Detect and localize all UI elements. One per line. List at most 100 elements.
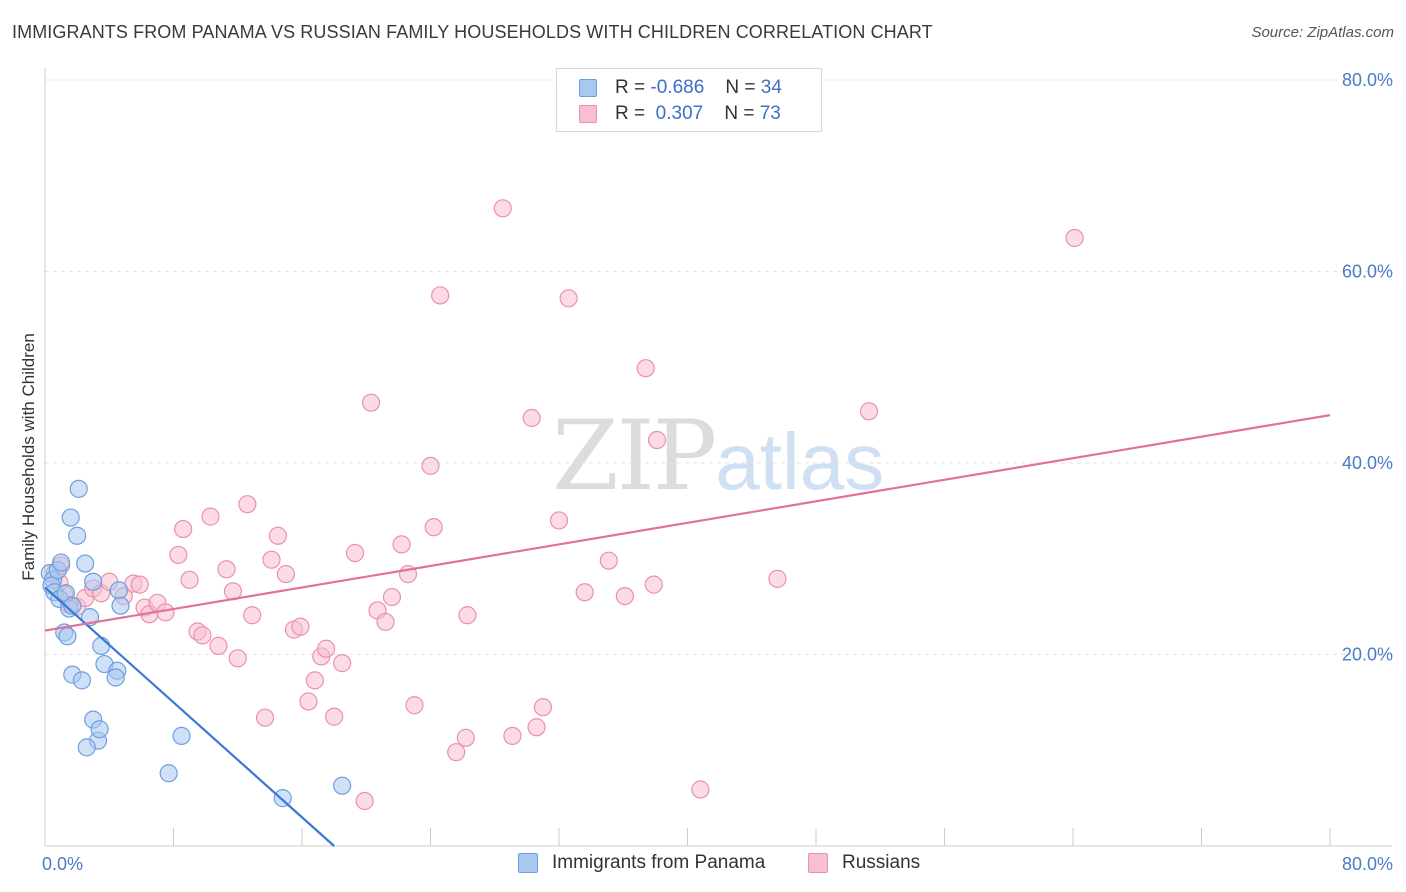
y-axis-label: Family Households with Children <box>19 333 38 581</box>
russian-point <box>345 543 365 563</box>
russian-point <box>458 606 477 625</box>
russian-point <box>262 550 281 569</box>
legend-r-label: R = <box>615 103 646 124</box>
panama-point <box>72 671 92 690</box>
russian-point <box>316 639 336 658</box>
panama-point <box>92 636 111 655</box>
russian-point <box>382 587 402 607</box>
russian-point <box>859 402 879 421</box>
russian-point <box>180 570 199 589</box>
russian-point <box>527 718 546 737</box>
bottom-legend-label-panama: Immigrants from Panama <box>552 852 766 873</box>
russian-point <box>522 408 541 428</box>
grid-lines <box>45 79 1392 655</box>
russian-point <box>768 569 787 588</box>
russian-point <box>376 612 395 632</box>
russian-point <box>431 286 450 305</box>
panama-point <box>106 668 125 687</box>
bottom-legend-label-russians: Russians <box>842 852 921 873</box>
russian-point <box>533 698 553 717</box>
legend-swatch-russians <box>579 105 597 123</box>
trend-lines <box>44 414 1331 847</box>
russian-point <box>169 545 188 565</box>
russian-point <box>325 707 344 726</box>
panama-point <box>84 572 103 591</box>
russian-point <box>575 583 594 602</box>
russian-point <box>424 518 443 537</box>
legend-r-value: -0.686 <box>650 77 705 98</box>
russian-point <box>299 692 318 711</box>
russian-point <box>201 507 220 526</box>
russian-point <box>238 495 257 514</box>
panama-trend-line <box>44 586 335 847</box>
zipatlas-watermark: ZIPatlas <box>552 400 884 512</box>
russian-point <box>333 654 352 673</box>
stats-legend: R = -0.686 N = 34 R = 0.307 N = 73 <box>556 68 822 132</box>
russian-point <box>355 791 374 811</box>
panama-point <box>111 596 130 615</box>
russian-point <box>228 649 247 668</box>
legend-n-label: N = <box>725 77 756 98</box>
x-tick-label: 0.0% <box>42 854 83 874</box>
y-tick-label: 40.0% <box>1342 453 1393 473</box>
russian-point <box>291 617 310 636</box>
russian-point <box>361 393 381 412</box>
panama-point <box>90 720 109 739</box>
russian-point <box>493 199 512 218</box>
russian-point <box>644 575 663 594</box>
russian-point <box>447 743 466 762</box>
russian-point <box>559 289 578 308</box>
y-tick-label: 60.0% <box>1342 262 1393 282</box>
watermark-atlas: atlas <box>715 417 885 506</box>
legend-stats-russians: R = 0.307 N = 73 <box>615 103 781 125</box>
russian-point <box>636 359 655 378</box>
panama-point <box>333 776 352 795</box>
russian-point <box>647 430 667 450</box>
russian-point <box>209 636 228 655</box>
panama-point <box>159 764 178 783</box>
chart-title: IMMIGRANTS FROM PANAMA VS RUSSIAN FAMILY… <box>12 22 933 42</box>
legend-n-value: 34 <box>760 77 782 98</box>
russian-point <box>243 606 262 625</box>
axes <box>44 68 1392 847</box>
panama-point <box>77 738 96 757</box>
legend-r-label: R = <box>615 77 646 98</box>
chart-source: Source: ZipAtlas.com <box>1251 24 1394 41</box>
russian-point <box>276 564 296 584</box>
russian-point <box>305 671 324 690</box>
russian-point <box>456 728 475 747</box>
y-tick-label: 80.0% <box>1342 70 1393 90</box>
bottom-legend-swatch-russians <box>808 853 828 873</box>
russian-point <box>217 560 236 579</box>
x-tick-label: 80.0% <box>1342 854 1393 874</box>
panama-point <box>51 553 71 572</box>
russian-point <box>193 626 212 645</box>
legend-n-label: N = <box>724 103 755 124</box>
russian-point <box>599 551 618 570</box>
panama-point <box>172 726 191 745</box>
tick-labels: 20.0% 40.0% 60.0% 80.0% 0.0% 80.0% Family Hous… <box>19 70 1393 874</box>
legend-n-value: 73 <box>759 103 781 124</box>
panama-point <box>69 479 88 498</box>
russian-point <box>691 780 710 799</box>
panama-point <box>58 627 77 646</box>
legend-r-value: 0.307 <box>655 103 704 124</box>
russian-point <box>421 456 440 475</box>
legend-swatch-panama <box>579 79 597 97</box>
russian-point <box>405 696 424 715</box>
watermark-zip: ZIP <box>552 400 717 512</box>
russian-point <box>130 575 149 594</box>
y-tick-label: 20.0% <box>1342 645 1393 665</box>
panama-point <box>61 508 80 527</box>
russian-trend-line <box>44 414 1331 632</box>
russian-point <box>392 535 411 554</box>
russian-point <box>1065 228 1084 248</box>
russian-point <box>255 708 275 727</box>
legend-stats-panama: R = -0.686 N = 34 <box>615 77 782 99</box>
panama-point <box>68 526 87 545</box>
russian-point <box>549 511 569 530</box>
panama-point <box>109 581 128 600</box>
russian-point <box>615 586 634 606</box>
data-points <box>40 199 1084 811</box>
